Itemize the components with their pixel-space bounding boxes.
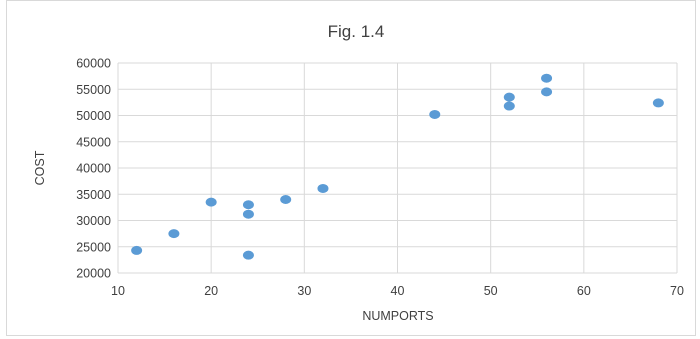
- x-tick-label: 10: [111, 284, 125, 298]
- chart-title: Fig. 1.4: [328, 22, 385, 41]
- y-tick-label: 60000: [76, 57, 111, 71]
- x-axis-title: NUMPORTS: [362, 309, 433, 323]
- gridlines: [117, 62, 678, 274]
- data-point: [242, 200, 254, 210]
- data-point: [242, 209, 254, 219]
- x-tick-label: 70: [670, 284, 684, 298]
- data-point: [541, 87, 553, 97]
- data-point: [205, 197, 217, 207]
- y-tick-label: 40000: [76, 162, 111, 176]
- data-point: [168, 229, 180, 239]
- y-tick-label: 20000: [76, 267, 111, 281]
- data-point: [541, 73, 553, 83]
- x-tick-label: 30: [297, 284, 311, 298]
- y-axis-title: COST: [33, 150, 47, 185]
- y-axis-ticks: 20000 25000 30000 35000 40000 45000 50000 55000…: [76, 57, 111, 281]
- data-point: [652, 98, 664, 108]
- x-tick-label: 40: [391, 284, 405, 298]
- y-tick-label: 25000: [76, 240, 111, 254]
- data-point: [280, 195, 292, 204]
- y-tick-label: 50000: [76, 109, 111, 123]
- x-tick-label: 50: [484, 284, 498, 298]
- data-points: [131, 73, 664, 260]
- y-tick-label: 35000: [76, 188, 111, 202]
- x-tick-label: 20: [204, 284, 218, 298]
- x-tick-label: 60: [577, 284, 591, 298]
- data-point: [503, 92, 515, 102]
- data-point: [429, 109, 441, 119]
- data-point: [242, 250, 254, 260]
- x-axis-ticks: 10 20 30 40 50 60 70: [111, 284, 684, 298]
- data-point: [131, 245, 143, 255]
- data-point: [317, 183, 329, 193]
- y-tick-label: 30000: [76, 214, 111, 228]
- y-tick-label: 45000: [76, 135, 111, 149]
- y-tick-label: 55000: [76, 83, 111, 97]
- data-point: [503, 101, 515, 111]
